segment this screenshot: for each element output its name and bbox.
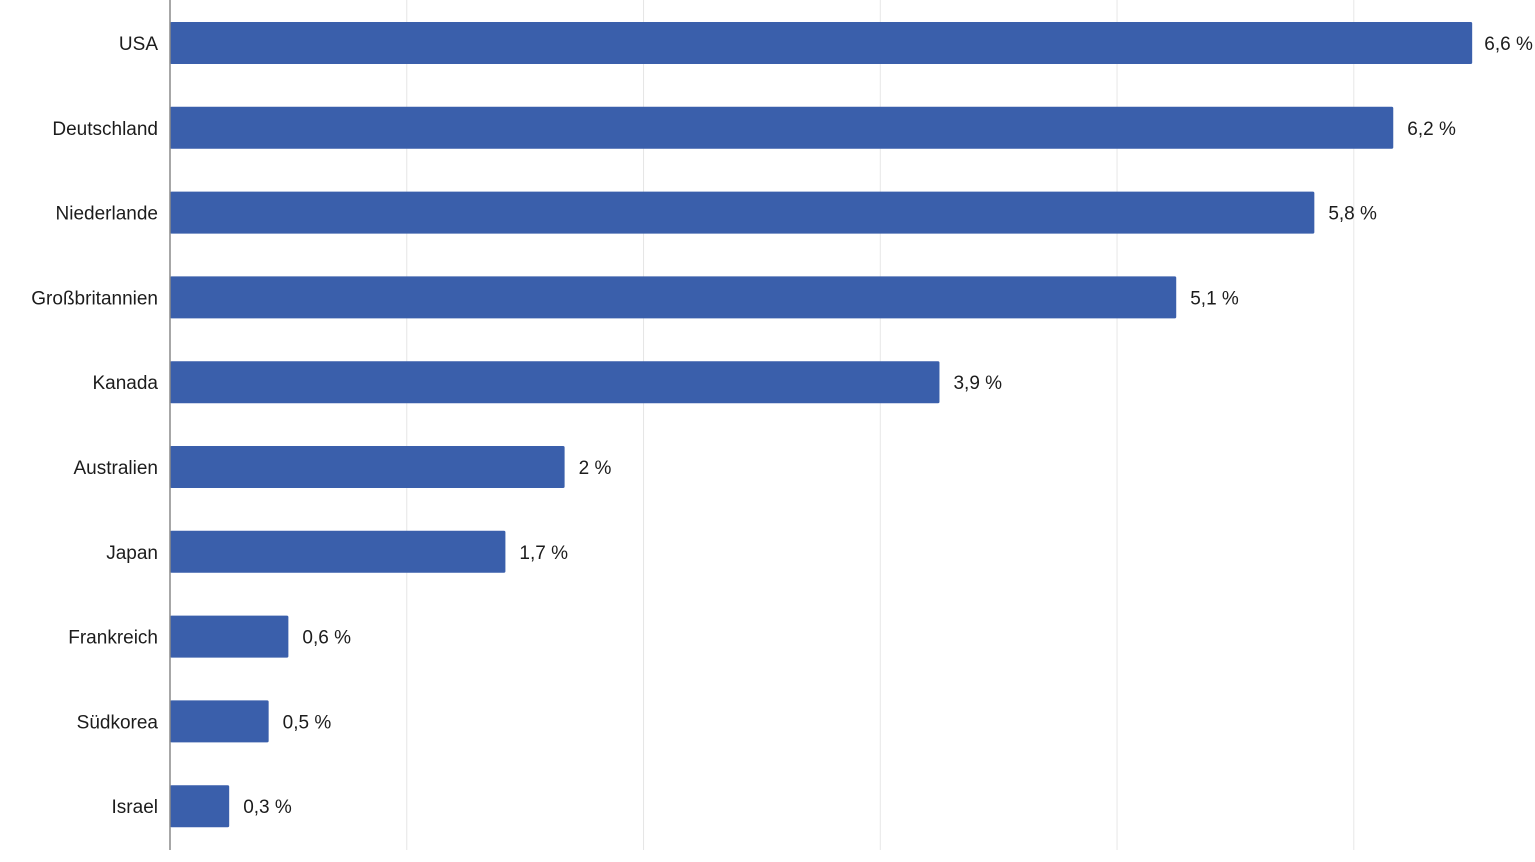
value-label: 5,1 % — [1190, 288, 1239, 309]
category-label: Frankreich — [68, 628, 158, 649]
bar — [170, 615, 289, 658]
bar — [170, 276, 1177, 319]
category-label: USA — [119, 34, 158, 55]
category-label: Japan — [106, 543, 158, 564]
bar — [170, 785, 230, 828]
category-label: Deutschland — [52, 119, 158, 140]
value-label: 0,3 % — [243, 797, 292, 818]
bar — [170, 530, 506, 573]
bar — [170, 22, 1473, 64]
value-label: 2 % — [579, 458, 612, 479]
category-labels: USA Deutschland Niederlande Großbritannien K… — [31, 34, 158, 818]
value-label: 0,5 % — [283, 712, 332, 733]
category-label: Kanada — [92, 373, 158, 394]
value-labels: 6,6 % 6,2 % 5,8 % 5,1 % 3,9 % 2 % 1,7 % 0,6 % 0,… — [243, 34, 1533, 818]
value-label: 0,6 % — [302, 628, 351, 649]
bar — [170, 700, 269, 743]
value-label: 6,6 % — [1484, 34, 1533, 55]
category-label: Südkorea — [77, 712, 159, 733]
bar — [170, 106, 1394, 149]
category-label: Israel — [112, 797, 158, 818]
value-label: 6,2 % — [1407, 119, 1456, 140]
value-label: 1,7 % — [519, 543, 568, 564]
bar — [170, 191, 1315, 234]
bar — [170, 446, 565, 488]
bars — [170, 22, 1473, 828]
category-label: Niederlande — [56, 204, 158, 225]
value-label: 5,8 % — [1328, 204, 1377, 225]
category-label: Australien — [74, 458, 159, 479]
category-label: Großbritannien — [31, 288, 158, 309]
bar — [170, 361, 940, 404]
value-label: 3,9 % — [953, 373, 1002, 394]
